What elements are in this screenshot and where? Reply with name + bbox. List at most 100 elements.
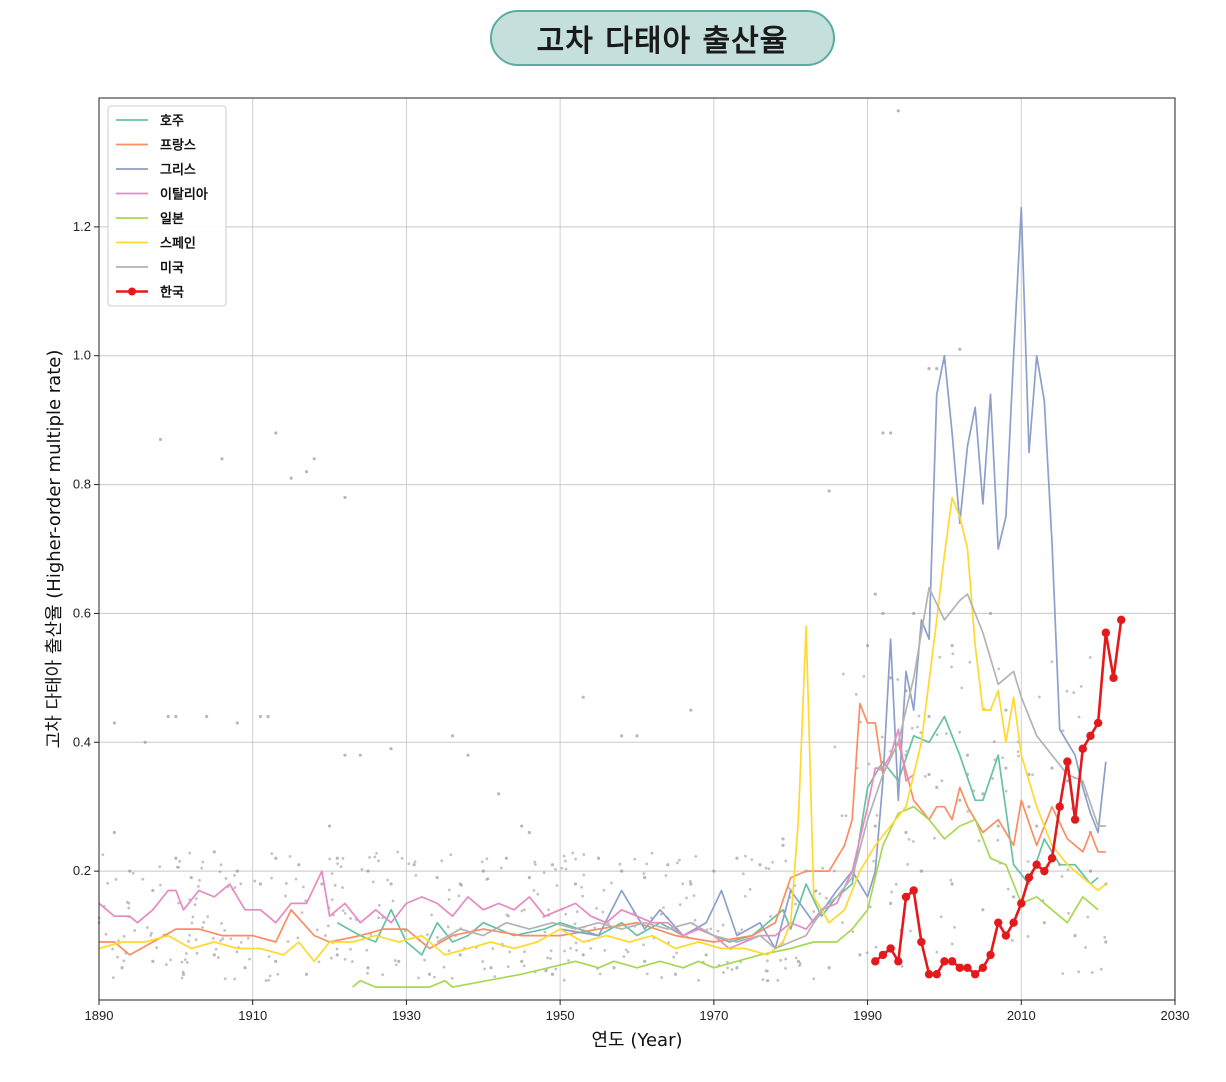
background-point	[239, 941, 243, 944]
background-point	[447, 949, 451, 953]
background-point	[875, 813, 879, 817]
background-point	[743, 894, 747, 898]
background-point	[996, 824, 1000, 828]
background-point	[450, 734, 455, 738]
background-point	[598, 972, 602, 976]
background-point	[858, 953, 862, 957]
series-point-한국	[1009, 918, 1018, 927]
x-tick-label: 1890	[85, 1008, 114, 1023]
background-point	[489, 966, 493, 970]
background-point	[458, 953, 462, 957]
background-point	[935, 733, 939, 737]
background-point	[735, 856, 739, 860]
background-point	[730, 968, 734, 971]
background-point	[301, 885, 305, 889]
series-point-한국	[1117, 615, 1126, 625]
background-point	[697, 978, 700, 982]
background-point	[633, 857, 637, 861]
background-point	[609, 881, 613, 885]
background-point	[896, 109, 900, 113]
background-point	[169, 958, 172, 962]
background-point	[276, 972, 280, 976]
background-point	[543, 930, 547, 934]
background-point	[466, 753, 470, 757]
background-point	[812, 977, 816, 981]
background-point	[678, 903, 682, 907]
series-point-한국	[1047, 854, 1057, 863]
background-point	[735, 966, 739, 970]
background-point	[716, 929, 720, 933]
background-point	[104, 932, 108, 936]
background-point	[1042, 921, 1046, 925]
legend-label: 미국	[160, 260, 184, 276]
background-point	[1077, 715, 1081, 719]
y-tick-label: 1.2	[73, 219, 91, 234]
background-point	[766, 979, 770, 983]
background-point	[977, 839, 981, 843]
background-point	[958, 730, 962, 734]
background-point	[919, 731, 923, 734]
y-tick-label: 1.0	[73, 348, 91, 363]
background-point	[660, 976, 663, 979]
background-point	[865, 644, 870, 648]
background-point	[377, 916, 380, 920]
background-point	[854, 692, 858, 696]
background-point	[485, 877, 489, 881]
background-point	[1067, 911, 1070, 915]
background-point	[1065, 689, 1069, 693]
series-point-한국	[1032, 860, 1041, 869]
background-point	[368, 856, 371, 859]
background-point	[320, 882, 324, 886]
background-point	[449, 853, 453, 857]
background-point	[223, 977, 227, 981]
background-point	[191, 915, 195, 919]
background-point	[220, 457, 224, 461]
background-point	[317, 960, 321, 964]
y-axis-label: 고차 다태아 출산율 (Higher-order multiple rate)	[44, 350, 65, 749]
background-point	[343, 957, 347, 961]
background-point	[796, 959, 801, 963]
background-point	[284, 882, 288, 885]
background-point	[997, 667, 1001, 671]
legend-marker	[128, 287, 136, 296]
background-point	[224, 877, 228, 880]
background-point	[709, 927, 713, 931]
background-point	[992, 740, 996, 744]
background-point	[563, 859, 567, 863]
background-point	[174, 856, 178, 860]
background-point	[779, 958, 783, 962]
background-point	[896, 678, 900, 681]
background-point	[164, 963, 168, 966]
background-point	[397, 959, 401, 963]
background-point	[270, 876, 273, 880]
background-point	[413, 860, 417, 864]
chart-title-box: 고차 다태아 출산율	[490, 10, 835, 66]
x-tick-label: 2030	[1161, 1008, 1190, 1023]
background-point	[991, 777, 995, 780]
background-point	[450, 976, 454, 980]
background-point	[180, 960, 184, 964]
background-point	[289, 476, 293, 480]
background-point	[187, 939, 190, 943]
background-point	[499, 866, 503, 870]
scatter-layer	[97, 109, 1108, 983]
background-point	[905, 749, 908, 753]
series-line-호주	[336, 715, 1099, 956]
background-point	[235, 869, 239, 873]
background-point	[1079, 685, 1083, 688]
background-point	[358, 753, 362, 757]
background-point	[112, 830, 116, 835]
series-point-한국	[878, 950, 888, 960]
x-tick-label: 2010	[1007, 1008, 1036, 1023]
series-point-한국	[1109, 673, 1118, 683]
background-point	[562, 854, 566, 858]
background-point	[235, 721, 239, 725]
background-point	[712, 869, 716, 873]
legend-label: 일본	[160, 212, 184, 227]
background-point	[481, 960, 485, 963]
background-point	[642, 943, 646, 947]
background-point	[336, 862, 340, 866]
background-point	[1072, 691, 1076, 694]
background-point	[900, 964, 904, 968]
background-point	[582, 853, 586, 856]
